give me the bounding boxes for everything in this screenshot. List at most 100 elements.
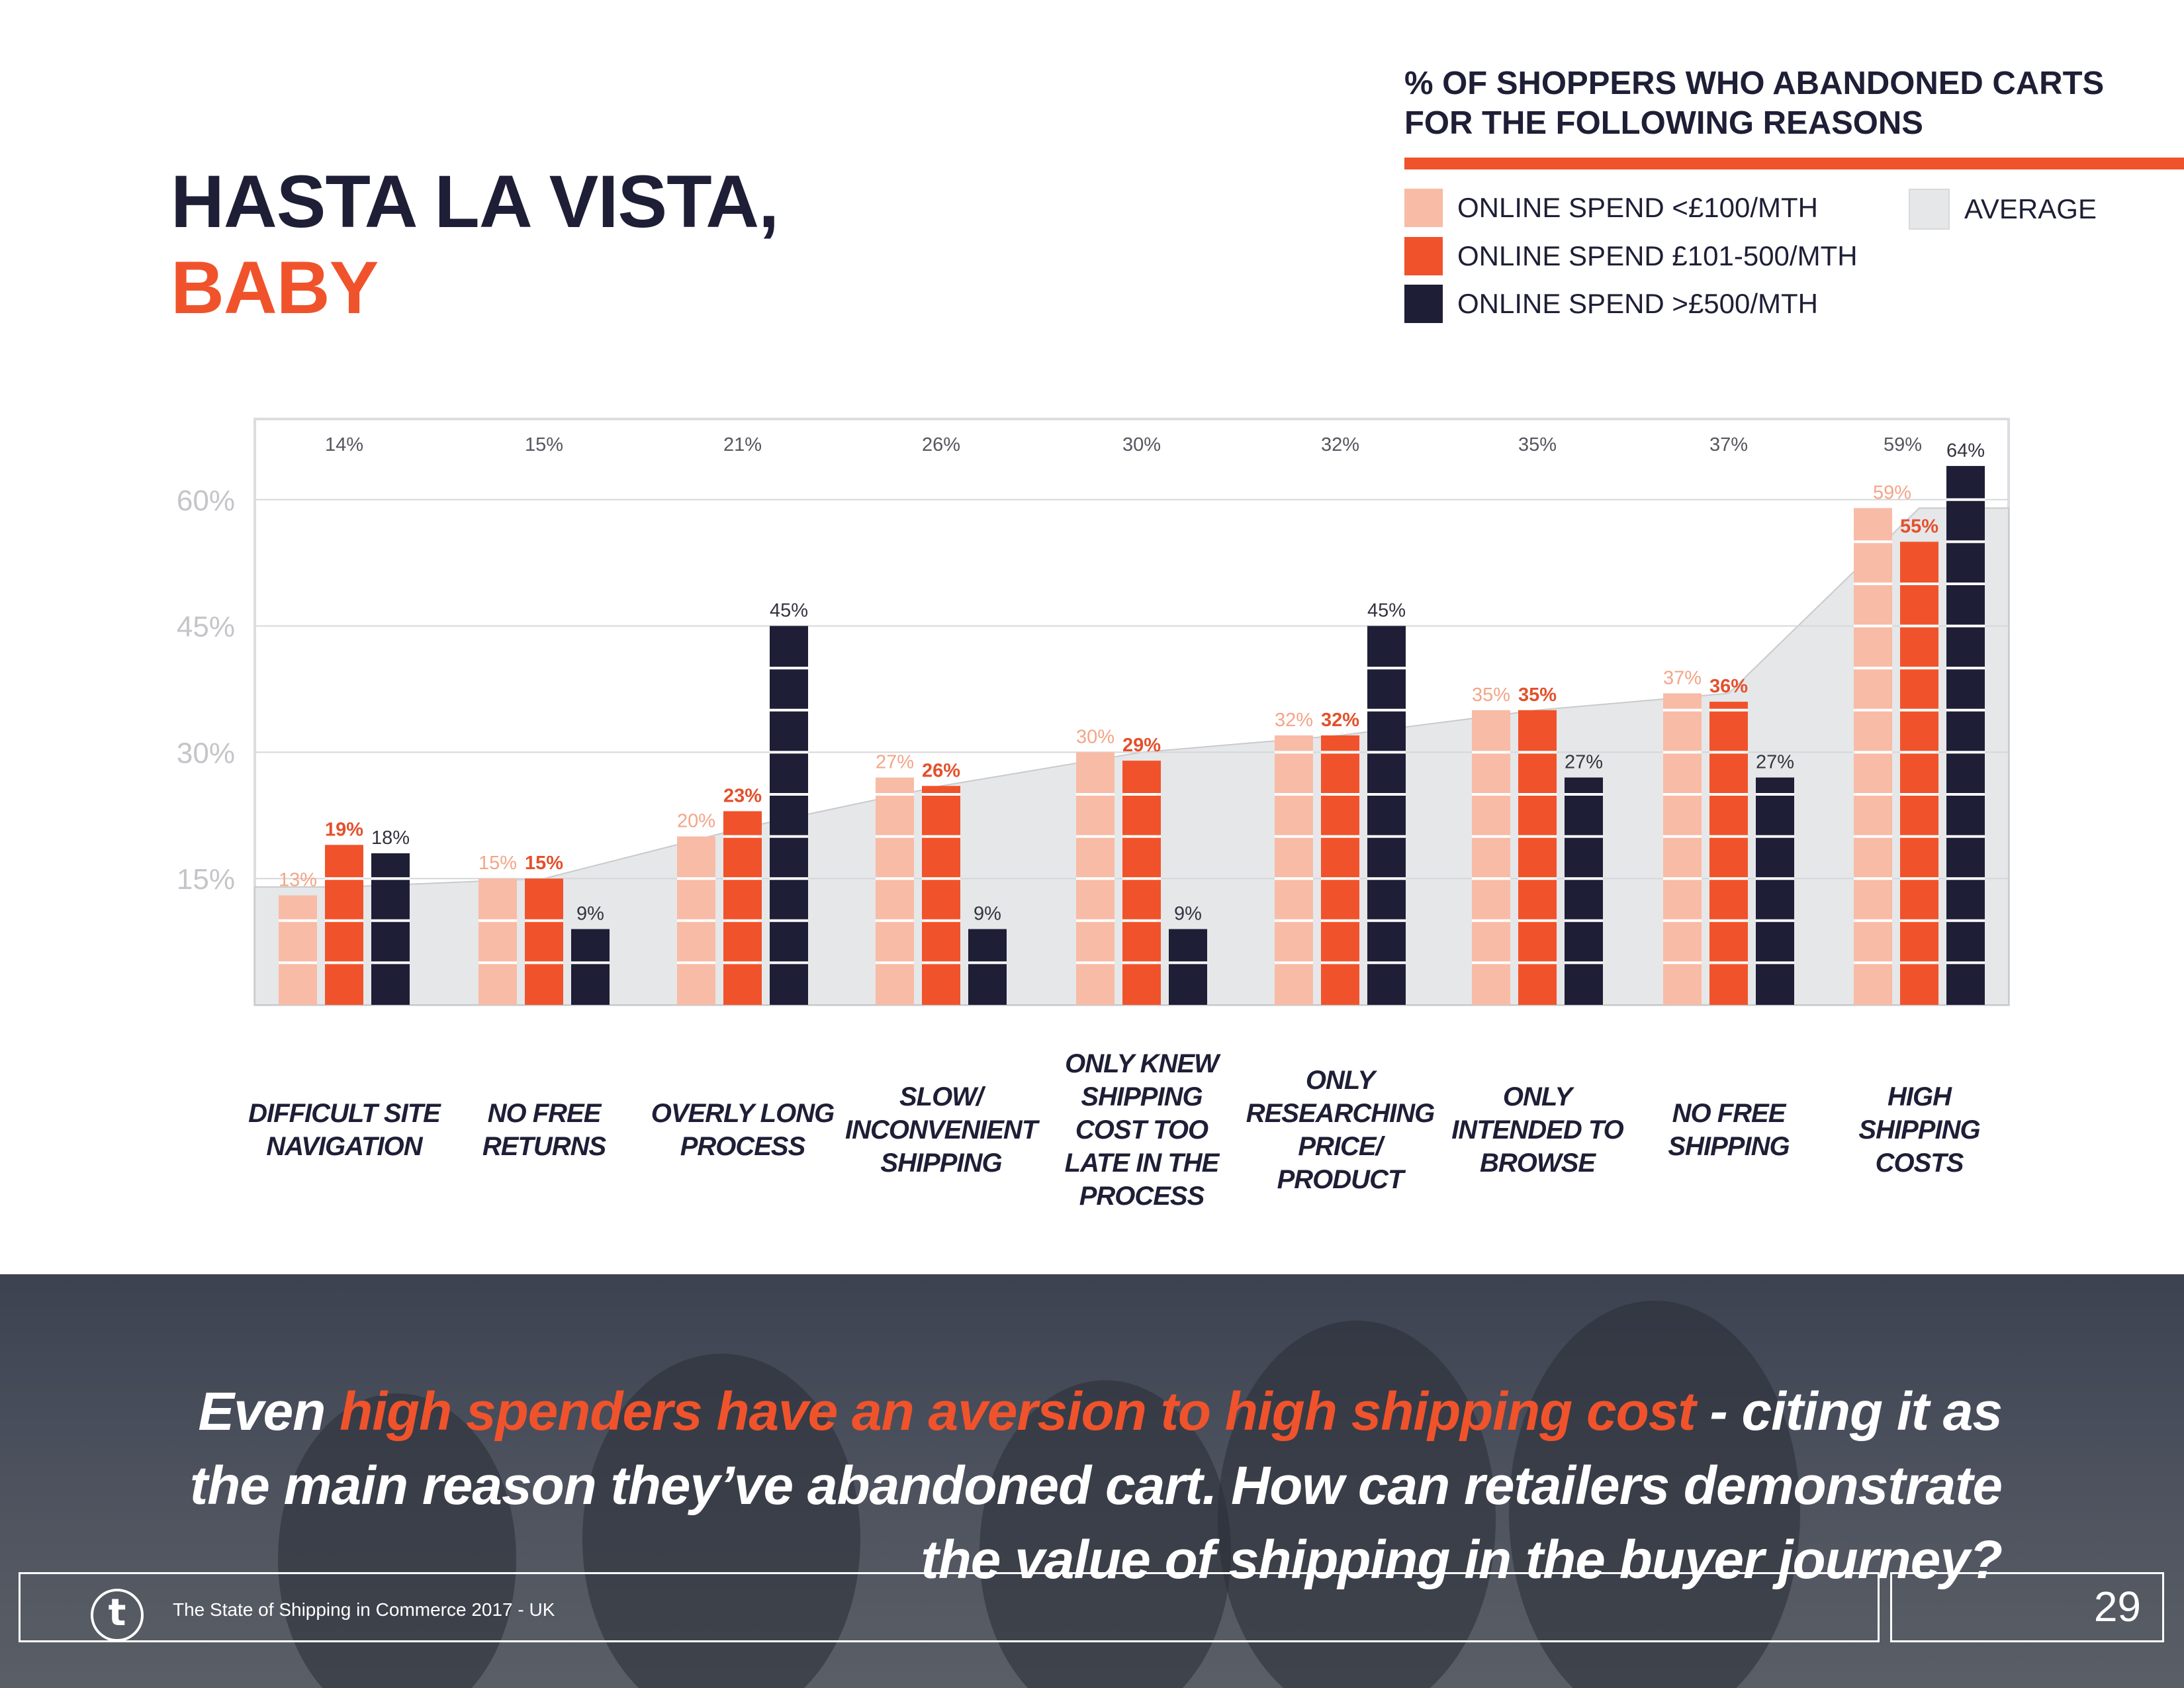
page-number-box: 29 (1890, 1572, 2164, 1642)
category-label-line: LATE IN THE (1064, 1149, 1220, 1178)
data-label: 30% (1076, 726, 1115, 747)
category-label-line: ONLY (1305, 1066, 1375, 1095)
pull-quote: Even high spenders have an aversion to h… (149, 1375, 2003, 1597)
data-label: 15% (478, 853, 517, 874)
category-label: ONLY KNEW SHIPPING COST TOO LATE IN THE PROC… (1046, 1047, 1238, 1213)
data-label: 36% (1709, 676, 1748, 697)
bar (1169, 929, 1207, 1005)
legend-swatch-low-spend (1404, 189, 1443, 227)
data-label: 15% (525, 853, 563, 874)
category-label-line: INCONVENIENT (845, 1115, 1038, 1145)
data-label: 35% (1472, 684, 1510, 706)
data-label: 9% (974, 904, 1001, 925)
category-label-line: BROWSE (1480, 1149, 1596, 1178)
category-label-line: INTENDED TO (1451, 1115, 1623, 1145)
category-label-line: COST TOO (1075, 1115, 1208, 1145)
average-label: 21% (723, 434, 762, 455)
data-label: 20% (677, 811, 715, 832)
data-label: 45% (1367, 600, 1406, 622)
category-label-line: RESEARCHING (1246, 1099, 1435, 1128)
footer-bar: t The State of Shipping in Commerce 2017… (19, 1572, 1880, 1642)
data-label: 27% (1756, 752, 1794, 773)
average-label: 30% (1122, 434, 1161, 455)
bar (1854, 508, 1892, 1005)
data-label: 37% (1663, 667, 1702, 688)
bar (1663, 693, 1702, 1005)
average-label: 14% (325, 434, 363, 455)
data-label: 26% (922, 760, 960, 781)
bar (723, 811, 762, 1005)
y-tick-label: 30% (177, 737, 235, 769)
bar (371, 853, 410, 1005)
quote-highlight: high spenders have an aversion to high s… (340, 1382, 1696, 1442)
bar (770, 626, 808, 1005)
average-label: 59% (1884, 434, 1922, 455)
bar (478, 878, 517, 1005)
bar (1472, 710, 1510, 1005)
bar (571, 929, 610, 1005)
y-tick-label: 45% (177, 611, 235, 643)
legend-swatch-average (1909, 189, 1950, 230)
data-label: 55% (1900, 516, 1938, 537)
bar (1321, 735, 1359, 1005)
data-label: 59% (1873, 483, 1911, 504)
footer-text: The State of Shipping in Commerce 2017 -… (173, 1599, 555, 1620)
bar (525, 878, 563, 1005)
data-label: 13% (279, 870, 317, 891)
category-label-line: PROCESS (1079, 1182, 1205, 1211)
category-label-line: COSTS (1875, 1149, 1964, 1178)
category-label: ONLY INTENDED TO BROWSE (1441, 1080, 1633, 1180)
quote-post: - citing it as the main reason they’ve a… (189, 1382, 2003, 1590)
legend-label-average: AVERAGE (1964, 193, 2097, 224)
category-label-line: SHIPPING (1858, 1115, 1980, 1145)
data-label: 27% (876, 752, 914, 773)
category-label: NO FREE SHIPPING (1633, 1097, 1825, 1163)
average-label: 26% (922, 434, 960, 455)
category-label-line: SHIPPING (880, 1149, 1002, 1178)
data-label: 23% (723, 785, 762, 806)
category-label-line: SHIPPING (1081, 1082, 1203, 1111)
bar (1900, 541, 1938, 1005)
title-line-1: HASTA LA VISTA, (171, 160, 779, 243)
background-figure (582, 1354, 860, 1688)
legend-label-mid-spend: ONLINE SPEND £101-500/MTH (1457, 240, 1858, 271)
data-label: 32% (1321, 710, 1359, 731)
data-label: 9% (1174, 904, 1202, 925)
category-label-line: PRICE/ (1298, 1132, 1383, 1161)
background-figure (278, 1393, 516, 1688)
data-label: 19% (325, 819, 363, 840)
y-tick-label: 60% (177, 485, 235, 517)
background-figure (979, 1380, 1231, 1688)
bar (325, 845, 363, 1005)
category-label: OVERLY LONG PROCESS (647, 1097, 839, 1163)
category-label-line: HIGH (1888, 1082, 1952, 1111)
legend-swatch-high-spend (1404, 285, 1443, 323)
legend-swatch-mid-spend (1404, 237, 1443, 275)
legend-item-mid-spend: ONLINE SPEND £101-500/MTH (1404, 237, 1858, 275)
category-label-line: DIFFICULT SITE (248, 1099, 441, 1128)
bar (922, 786, 960, 1005)
bar-chart: 15% 30% 45% 60% 13% 19% 18% 14% 15% 15% 9% 15% 20% 23… (177, 418, 2010, 1006)
legend-label-high-spend: ONLINE SPEND >£500/MTH (1457, 288, 1819, 319)
category-label-line: PROCESS (680, 1132, 806, 1161)
category-label-line: SLOW/ (899, 1082, 983, 1111)
quote-pre: Even (198, 1382, 340, 1442)
legend-item-low-spend: ONLINE SPEND <£100/MTH (1404, 189, 1818, 227)
bar (1122, 761, 1161, 1005)
page-number: 29 (2093, 1583, 2141, 1630)
legend-divider (1404, 158, 2184, 169)
average-label: 15% (525, 434, 563, 455)
background-figure (1509, 1301, 1800, 1688)
legend-title: % OF SHOPPERS WHO ABANDONED CARTS FOR TH… (1404, 66, 2105, 141)
category-label: DIFFICULT SITE NAVIGATION (248, 1097, 441, 1163)
data-label: 18% (371, 827, 410, 849)
category-label-line: OVERLY LONG (651, 1099, 835, 1128)
category-label-line: NO FREE (1672, 1099, 1786, 1128)
category-label: SLOW/INCONVENIENT SHIPPING (845, 1080, 1038, 1180)
bar (1275, 735, 1313, 1005)
category-label-line: SHIPPING (1668, 1132, 1790, 1161)
bar (1946, 465, 1985, 1005)
category-label: ONLY RESEARCHING PRICE/PRODUCT (1244, 1064, 1436, 1196)
bar (876, 777, 914, 1005)
brand-logo-icon: t (91, 1589, 144, 1642)
